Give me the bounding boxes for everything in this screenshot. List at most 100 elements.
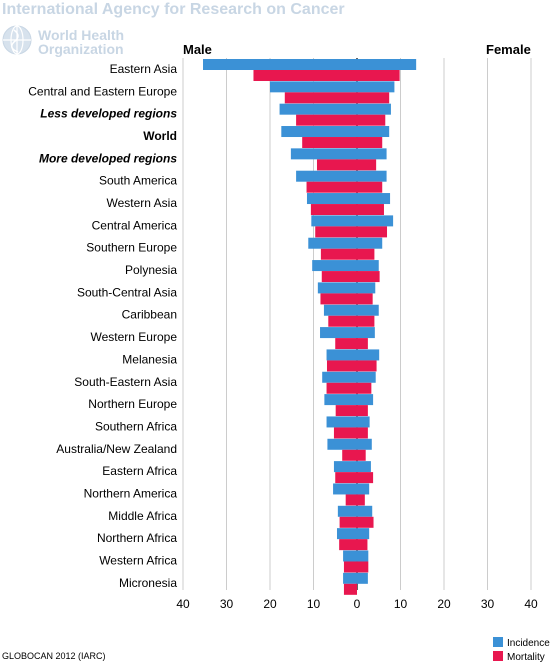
org-name-line1: World Health (38, 27, 124, 43)
category-label-less-developed-regions: Less developed regions (40, 107, 177, 121)
male-side-label: Male (183, 42, 212, 57)
bar-mortality-female-northern-america (357, 494, 365, 506)
bar-mortality-male-melanesia (326, 360, 357, 372)
bar-incidence-female-caribbean (357, 304, 379, 316)
bar-mortality-female-south-america (357, 181, 383, 193)
bar-mortality-male-middle-africa (339, 516, 357, 528)
bar-mortality-female-caribbean (357, 315, 375, 327)
bar-incidence-male-northern-africa (336, 528, 357, 540)
bar-incidence-female-australia-new-zealand (357, 438, 372, 450)
bar-incidence-female-melanesia (357, 349, 380, 361)
bar-mortality-male-caribbean (328, 315, 357, 327)
bar-mortality-female-western-asia (357, 204, 384, 216)
x-tick-label-5: 10 (394, 597, 408, 611)
bar-incidence-male-south-central-asia (317, 282, 357, 294)
bar-incidence-female-south-america (357, 170, 387, 182)
bar-incidence-male-polynesia (312, 260, 357, 272)
bar-mortality-male-central-america (315, 226, 357, 238)
category-label-south-eastern-asia: South-Eastern Asia (74, 375, 177, 389)
bar-incidence-male-central-and-eastern-europe (270, 81, 357, 93)
bar-incidence-male-northern-europe (324, 394, 357, 406)
bar-mortality-female-australia-new-zealand (357, 449, 366, 461)
category-label-southern-africa: Southern Africa (95, 419, 177, 433)
category-label-world: World (143, 129, 177, 143)
bar-mortality-female-eastern-africa (357, 472, 374, 484)
bar-mortality-female-western-africa (357, 561, 369, 573)
bar-incidence-female-world (357, 126, 390, 138)
category-label-northern-america: Northern America (84, 486, 178, 500)
bar-incidence-female-northern-europe (357, 394, 374, 406)
category-label-eastern-asia: Eastern Asia (110, 62, 178, 76)
category-label-australia-new-zealand: Australia/New Zealand (56, 442, 177, 456)
category-label-central-america: Central America (92, 218, 178, 232)
bar-incidence-female-eastern-africa (357, 461, 371, 473)
bar-incidence-male-australia-new-zealand (327, 438, 357, 450)
category-label-central-and-eastern-europe: Central and Eastern Europe (28, 84, 177, 98)
bar-incidence-male-melanesia (326, 349, 357, 361)
source-note: GLOBOCAN 2012 (IARC) (2, 651, 106, 661)
category-label-polynesia: Polynesia (125, 263, 177, 277)
bar-incidence-male-micronesia (343, 572, 357, 584)
x-tick-label-0: 40 (176, 597, 190, 611)
bar-incidence-male-western-africa (343, 550, 357, 562)
bar-incidence-female-south-central-asia (357, 282, 376, 294)
bar-mortality-female-western-europe (357, 338, 368, 350)
category-label-middle-africa: Middle Africa (108, 509, 177, 523)
bar-mortality-male-eastern-asia (253, 70, 357, 81)
agency-name: International Agency for Research on Can… (2, 1, 345, 18)
bar-incidence-female-eastern-asia (357, 59, 417, 70)
category-label-western-africa: Western Africa (99, 553, 177, 567)
bar-mortality-female-less-developed-regions (357, 114, 386, 126)
bar-mortality-female-southern-europe (357, 248, 375, 260)
category-label-western-europe: Western Europe (91, 330, 178, 344)
bar-mortality-male-eastern-africa (335, 472, 357, 484)
bar-incidence-male-middle-africa (337, 505, 357, 517)
bar-mortality-male-south-eastern-asia (326, 382, 357, 394)
legend-swatch-incidence (493, 637, 503, 647)
x-tick-label-3: 10 (307, 597, 321, 611)
legend: Incidence Mortality (493, 637, 550, 663)
bar-mortality-female-south-central-asia (357, 293, 373, 305)
bar-incidence-female-middle-africa (357, 505, 373, 517)
category-label-south-america: South America (99, 174, 177, 188)
x-tick-label-2: 20 (263, 597, 277, 611)
bar-mortality-male-more-developed-regions (316, 159, 357, 171)
category-label-south-central-asia: South-Central Asia (77, 285, 177, 299)
category-label-micronesia: Micronesia (119, 576, 177, 590)
legend-label-incidence: Incidence (507, 638, 550, 649)
category-label-southern-europe: Southern Europe (86, 241, 177, 255)
bar-incidence-female-northern-america (357, 483, 370, 495)
female-side-label: Female (486, 42, 531, 57)
category-label-northern-africa: Northern Africa (97, 531, 177, 545)
bar-incidence-male-caribbean (323, 304, 357, 316)
category-label-more-developed-regions: More developed regions (39, 151, 177, 165)
bar-mortality-female-northern-europe (357, 405, 368, 417)
bar-mortality-female-central-and-eastern-europe (357, 92, 390, 104)
category-labels: Eastern Asia Central and Eastern Europe Le… (28, 62, 177, 590)
x-tick-label-1: 30 (220, 597, 234, 611)
bar-mortality-female-northern-africa (357, 539, 368, 551)
bar-incidence-female-less-developed-regions (357, 103, 391, 115)
bar-mortality-male-northern-america (345, 494, 357, 506)
bar-mortality-male-northern-africa (339, 539, 357, 551)
bar-mortality-female-south-eastern-asia (357, 382, 372, 394)
legend-swatch-mortality (493, 651, 503, 661)
bar-incidence-male-more-developed-regions (290, 148, 357, 160)
bar-mortality-female-southern-africa (357, 427, 368, 439)
category-label-caribbean: Caribbean (122, 308, 177, 322)
bar-mortality-male-south-america (306, 181, 357, 193)
bar-incidence-female-southern-africa (357, 416, 370, 428)
bar-mortality-male-western-asia (310, 204, 357, 216)
bar-mortality-male-northern-europe (335, 405, 357, 417)
bar-mortality-male-western-europe (335, 338, 357, 350)
bar-incidence-male-eastern-africa (333, 461, 357, 473)
bars-layer (203, 59, 417, 595)
bar-incidence-male-eastern-asia (203, 59, 357, 70)
bar-incidence-male-southern-africa (326, 416, 357, 428)
bar-incidence-male-less-developed-regions (279, 103, 357, 115)
org-name-line2: Organization (38, 41, 124, 57)
bar-incidence-male-western-asia (306, 193, 357, 205)
bar-mortality-male-less-developed-regions (296, 114, 357, 126)
bar-incidence-female-northern-africa (357, 528, 370, 540)
